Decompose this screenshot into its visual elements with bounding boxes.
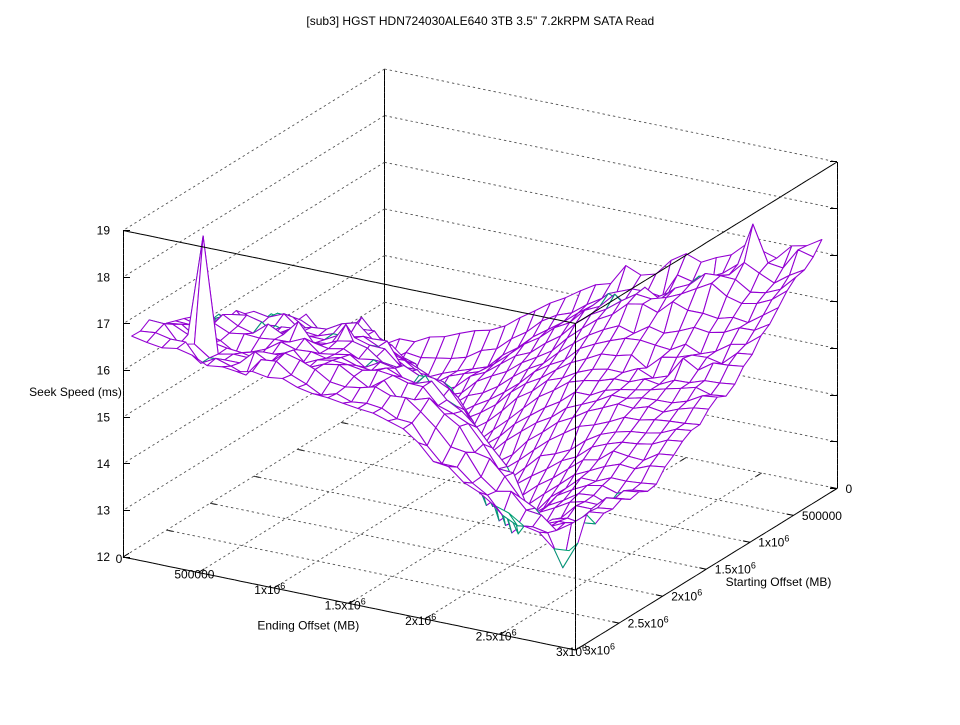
svg-text:2x106: 2x106 xyxy=(671,588,702,604)
svg-text:500000: 500000 xyxy=(802,509,842,523)
svg-text:2.5x106: 2.5x106 xyxy=(476,628,517,644)
svg-text:0: 0 xyxy=(116,552,123,566)
svg-text:[sub3] HGST HDN724030ALE640 3T: [sub3] HGST HDN724030ALE640 3TB 3.5" 7.2… xyxy=(306,14,654,28)
svg-text:Starting Offset (MB): Starting Offset (MB) xyxy=(726,575,832,589)
svg-text:1.5x106: 1.5x106 xyxy=(325,597,366,613)
svg-text:16: 16 xyxy=(97,364,111,378)
svg-text:12: 12 xyxy=(97,550,111,564)
svg-text:1x106: 1x106 xyxy=(758,534,789,550)
svg-text:17: 17 xyxy=(97,317,111,331)
svg-text:13: 13 xyxy=(97,504,111,518)
svg-text:500000: 500000 xyxy=(174,568,214,582)
svg-text:3x106: 3x106 xyxy=(584,641,615,657)
svg-text:Ending Offset (MB): Ending Offset (MB) xyxy=(257,618,359,632)
svg-text:2x106: 2x106 xyxy=(405,612,436,628)
svg-text:2.5x106: 2.5x106 xyxy=(628,615,669,631)
svg-text:1.5x106: 1.5x106 xyxy=(715,561,756,577)
svg-text:14: 14 xyxy=(97,457,111,471)
svg-text:0: 0 xyxy=(846,482,853,496)
svg-text:1x106: 1x106 xyxy=(254,581,285,597)
svg-text:15: 15 xyxy=(97,410,111,424)
svg-text:Seek Speed (ms): Seek Speed (ms) xyxy=(29,385,122,399)
svg-text:19: 19 xyxy=(97,224,111,238)
svg-text:18: 18 xyxy=(97,270,111,284)
svg-text:3x106: 3x106 xyxy=(556,643,587,659)
